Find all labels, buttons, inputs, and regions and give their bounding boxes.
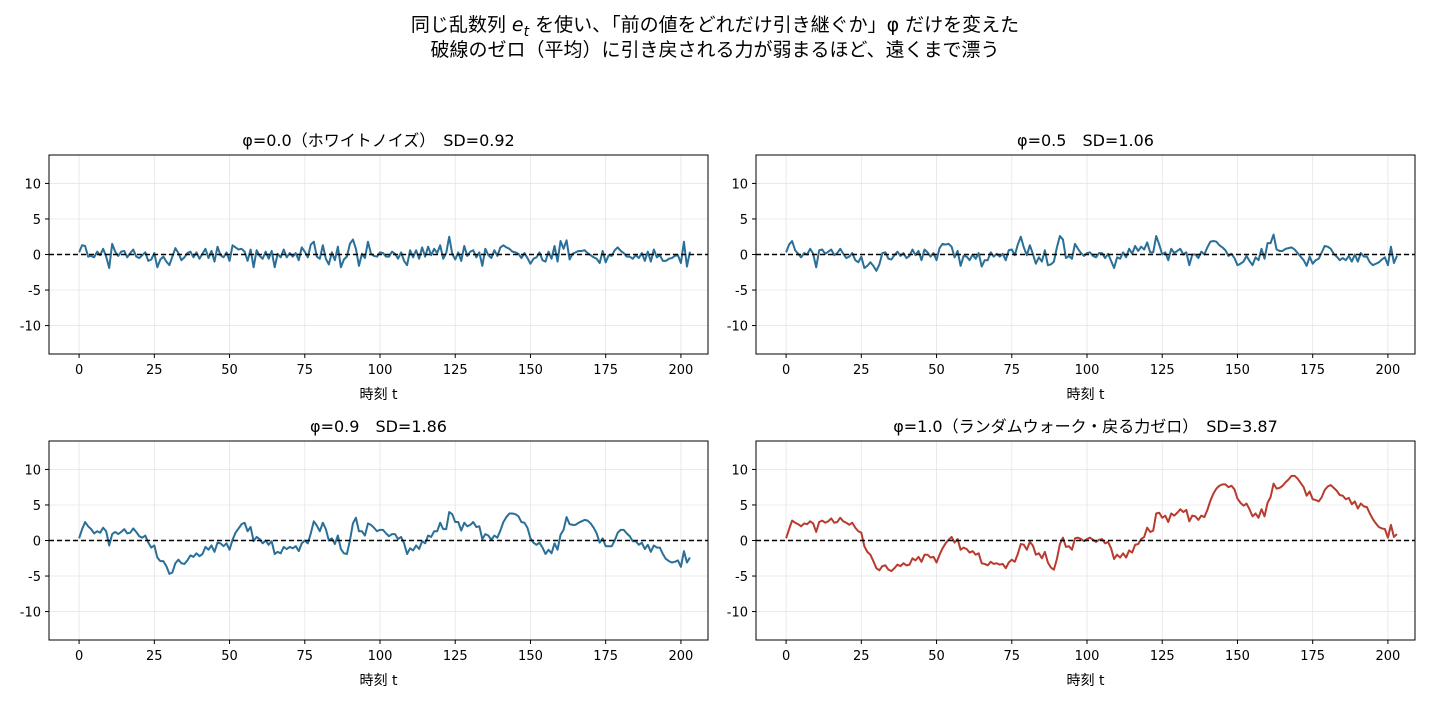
y-tick-label: -5 xyxy=(28,284,41,299)
y-tick-label: 5 xyxy=(740,499,748,514)
x-tick-label: 150 xyxy=(1225,363,1250,378)
x-tick-label: 25 xyxy=(853,363,870,378)
y-tick-label: -5 xyxy=(735,570,748,585)
x-tick-label: 150 xyxy=(1225,649,1250,664)
y-tick-label: 10 xyxy=(24,463,41,478)
x-tick-label: 175 xyxy=(1300,363,1325,378)
x-tick-label: 125 xyxy=(443,363,468,378)
series-line xyxy=(785,233,1398,272)
x-tick-label: 175 xyxy=(593,363,618,378)
chart-panel-1: 0 25 50 75 100 125 150 175 2001050-5-10φ=0.0（ホワイ… xyxy=(20,131,709,403)
y-tick-label: 5 xyxy=(33,213,41,228)
x-tick-label: 175 xyxy=(1300,649,1325,664)
x-tick-label: 75 xyxy=(297,363,314,378)
y-tick-label: -5 xyxy=(28,570,41,585)
suptitle-line-1: 同じ乱数列 et を使い、「前の値をどれだけ引き継ぐか」φ だけを変えた xyxy=(411,14,1019,40)
y-tick-label: -10 xyxy=(20,320,41,335)
y-tick-label: 0 xyxy=(740,249,748,264)
x-tick-label: 50 xyxy=(928,649,945,664)
suptitle-line-2: 破線のゼロ（平均）に引き戻される力が弱まるほど、遠くまで漂う xyxy=(430,39,999,61)
x-tick-label: 150 xyxy=(518,649,543,664)
charts-container: 0 25 50 75 100 125 150 175 2001050-5-10φ=0.0（ホワイ… xyxy=(20,131,1416,689)
y-tick-label: -10 xyxy=(20,606,41,621)
y-tick-label: -10 xyxy=(727,606,748,621)
x-tick-label: 0 xyxy=(75,363,83,378)
x-tick-label: 200 xyxy=(1376,363,1401,378)
y-tick-label: 0 xyxy=(33,535,41,550)
x-tick-label: 175 xyxy=(593,649,618,664)
series-line xyxy=(78,511,691,575)
x-tick-label: 0 xyxy=(782,649,790,664)
y-tick-label: -10 xyxy=(727,320,748,335)
x-axis-label: 時刻 t xyxy=(1067,673,1105,689)
x-tick-label: 0 xyxy=(75,649,83,664)
x-tick-label: 200 xyxy=(669,649,694,664)
y-tick-label: -5 xyxy=(735,284,748,299)
x-tick-label: 25 xyxy=(853,649,870,664)
panel-title: φ=1.0（ランダムウォーク・戻る力ゼロ） SD=3.87 xyxy=(893,417,1278,436)
y-tick-label: 0 xyxy=(33,249,41,264)
y-tick-label: 10 xyxy=(24,177,41,192)
x-tick-label: 75 xyxy=(1004,649,1021,664)
x-tick-label: 50 xyxy=(928,363,945,378)
x-tick-label: 100 xyxy=(1075,649,1100,664)
panel-title: φ=0.0（ホワイトノイズ） SD=0.92 xyxy=(242,131,514,150)
x-tick-label: 200 xyxy=(1376,649,1401,664)
y-tick-label: 5 xyxy=(740,213,748,228)
x-tick-label: 75 xyxy=(297,649,314,664)
panel-title: φ=0.9 SD=1.86 xyxy=(310,417,447,436)
x-axis-label: 時刻 t xyxy=(360,673,398,689)
x-tick-label: 50 xyxy=(221,363,238,378)
chart-panel-4: 0 25 50 75 100 125 150 175 2001050-5-10φ=1.0（ランダ… xyxy=(727,417,1416,689)
x-tick-label: 125 xyxy=(443,649,468,664)
x-tick-label: 0 xyxy=(782,363,790,378)
x-tick-label: 25 xyxy=(146,363,163,378)
x-axis-label: 時刻 t xyxy=(1067,387,1105,403)
x-tick-label: 125 xyxy=(1150,649,1175,664)
x-tick-label: 25 xyxy=(146,649,163,664)
series-line xyxy=(785,474,1398,573)
series-line xyxy=(78,235,691,269)
x-tick-label: 125 xyxy=(1150,363,1175,378)
x-tick-label: 100 xyxy=(368,649,393,664)
y-tick-label: 5 xyxy=(33,499,41,514)
x-tick-label: 100 xyxy=(368,363,393,378)
panel-title: φ=0.5 SD=1.06 xyxy=(1017,131,1154,150)
y-tick-label: 10 xyxy=(731,463,748,478)
x-tick-label: 50 xyxy=(221,649,238,664)
x-tick-label: 100 xyxy=(1075,363,1100,378)
x-tick-label: 200 xyxy=(669,363,694,378)
y-tick-label: 10 xyxy=(731,177,748,192)
y-tick-label: 0 xyxy=(740,535,748,550)
x-axis-label: 時刻 t xyxy=(360,387,398,403)
x-tick-label: 150 xyxy=(518,363,543,378)
x-tick-label: 75 xyxy=(1004,363,1021,378)
